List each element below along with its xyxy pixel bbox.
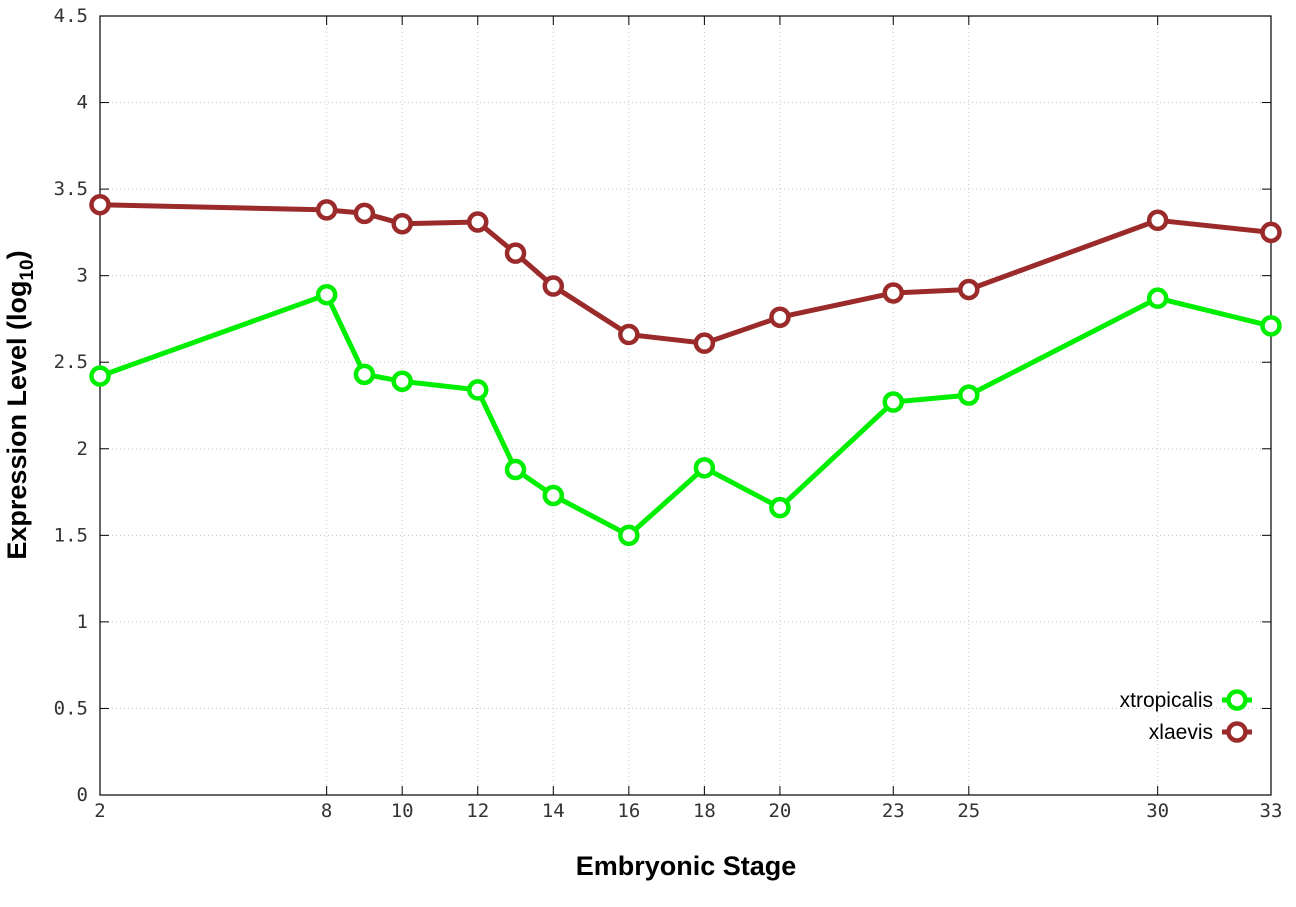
plot-frame	[99, 15, 1272, 796]
y-tick-label: 3.5	[54, 178, 88, 200]
x-tick-label: 14	[542, 800, 565, 822]
x-tick-label: 33	[1260, 800, 1283, 822]
data-point-xlaevis	[542, 275, 565, 297]
legend-entry-xlaevis: xlaevis	[1149, 721, 1252, 744]
series-xlaevis	[89, 193, 1282, 354]
y-axis-title-subscript: 10	[17, 259, 38, 280]
data-point-xlaevis	[466, 211, 489, 233]
data-point-xtropicalis	[466, 379, 489, 401]
data-point-xtropicalis	[504, 458, 527, 481]
x-tick-label: 12	[466, 800, 489, 822]
data-point-xtropicalis	[769, 496, 791, 519]
y-axis-title-close: )	[2, 250, 32, 259]
data-point-xlaevis	[618, 323, 640, 346]
y-tick-label: 4.5	[54, 5, 88, 27]
legend-marker-xlaevis	[1226, 721, 1248, 743]
legend-label-xlaevis: xlaevis	[1149, 721, 1213, 744]
data-point-xlaevis	[353, 202, 376, 225]
y-tick-label: 4	[77, 92, 88, 114]
y-tick-label: 1	[77, 611, 88, 633]
y-tick-label: 2.5	[54, 351, 88, 373]
legend-label-xtropicalis: xtropicalis	[1120, 689, 1213, 712]
data-point-xtropicalis	[1146, 287, 1169, 309]
data-point-xlaevis	[89, 193, 111, 216]
legend-entry-xtropicalis: xtropicalis	[1120, 689, 1252, 712]
x-tick-label: 23	[882, 800, 905, 822]
data-point-xtropicalis	[693, 457, 716, 479]
data-point-xlaevis	[1146, 209, 1169, 232]
y-tick-label: 0	[77, 784, 88, 806]
data-point-xlaevis	[958, 278, 980, 301]
data-point-xlaevis	[769, 306, 791, 328]
legend: xtropicalis xlaevis	[1120, 689, 1252, 744]
legend-marker-xtropicalis	[1226, 689, 1248, 711]
data-point-xtropicalis	[353, 363, 376, 386]
y-tick-label: 3	[77, 265, 88, 287]
data-point-xlaevis	[504, 242, 527, 264]
x-tick-label: 30	[1146, 800, 1169, 822]
data-point-xtropicalis	[315, 283, 338, 306]
data-point-xtropicalis	[1260, 315, 1282, 337]
x-tick-label: 25	[957, 800, 980, 822]
x-tick-label: 18	[693, 800, 716, 822]
data-point-xtropicalis	[618, 524, 640, 547]
data-point-xlaevis	[1260, 221, 1282, 244]
y-axis-title-main: Expression Level (log	[2, 281, 32, 560]
x-tick-label: 16	[617, 800, 640, 822]
y-tick-label: 2	[77, 438, 88, 460]
data-point-xlaevis	[882, 282, 905, 304]
axis-ticks: 0 0.5 1 1.5 2 2.5 3 3.5 4 4.5 2 8 10 12 14 16 18 20 23 25 30…	[54, 5, 1283, 822]
data-point-xtropicalis	[542, 484, 565, 507]
grid	[100, 16, 1271, 795]
data-point-xlaevis	[693, 332, 716, 354]
data-point-xtropicalis	[958, 384, 980, 406]
data-point-xlaevis	[391, 212, 413, 235]
data-point-xtropicalis	[882, 391, 905, 413]
y-axis-title: Expression Level (log10)	[2, 250, 38, 559]
x-tick-label: 2	[94, 800, 105, 822]
y-tick-label: 0.5	[54, 697, 88, 719]
series-xtropicalis	[89, 283, 1282, 547]
x-tick-label: 20	[768, 800, 791, 822]
series-line-xtropicalis	[99, 292, 1272, 538]
y-tick-label: 1.5	[54, 524, 88, 546]
x-tick-label: 8	[321, 800, 332, 822]
x-tick-label: 10	[391, 800, 414, 822]
series-line-xlaevis	[99, 202, 1272, 346]
series-layer	[89, 193, 1282, 547]
data-point-xtropicalis	[89, 365, 111, 387]
x-axis-title: Embryonic Stage	[576, 851, 797, 881]
data-point-xlaevis	[315, 199, 338, 221]
data-point-xtropicalis	[391, 370, 413, 393]
